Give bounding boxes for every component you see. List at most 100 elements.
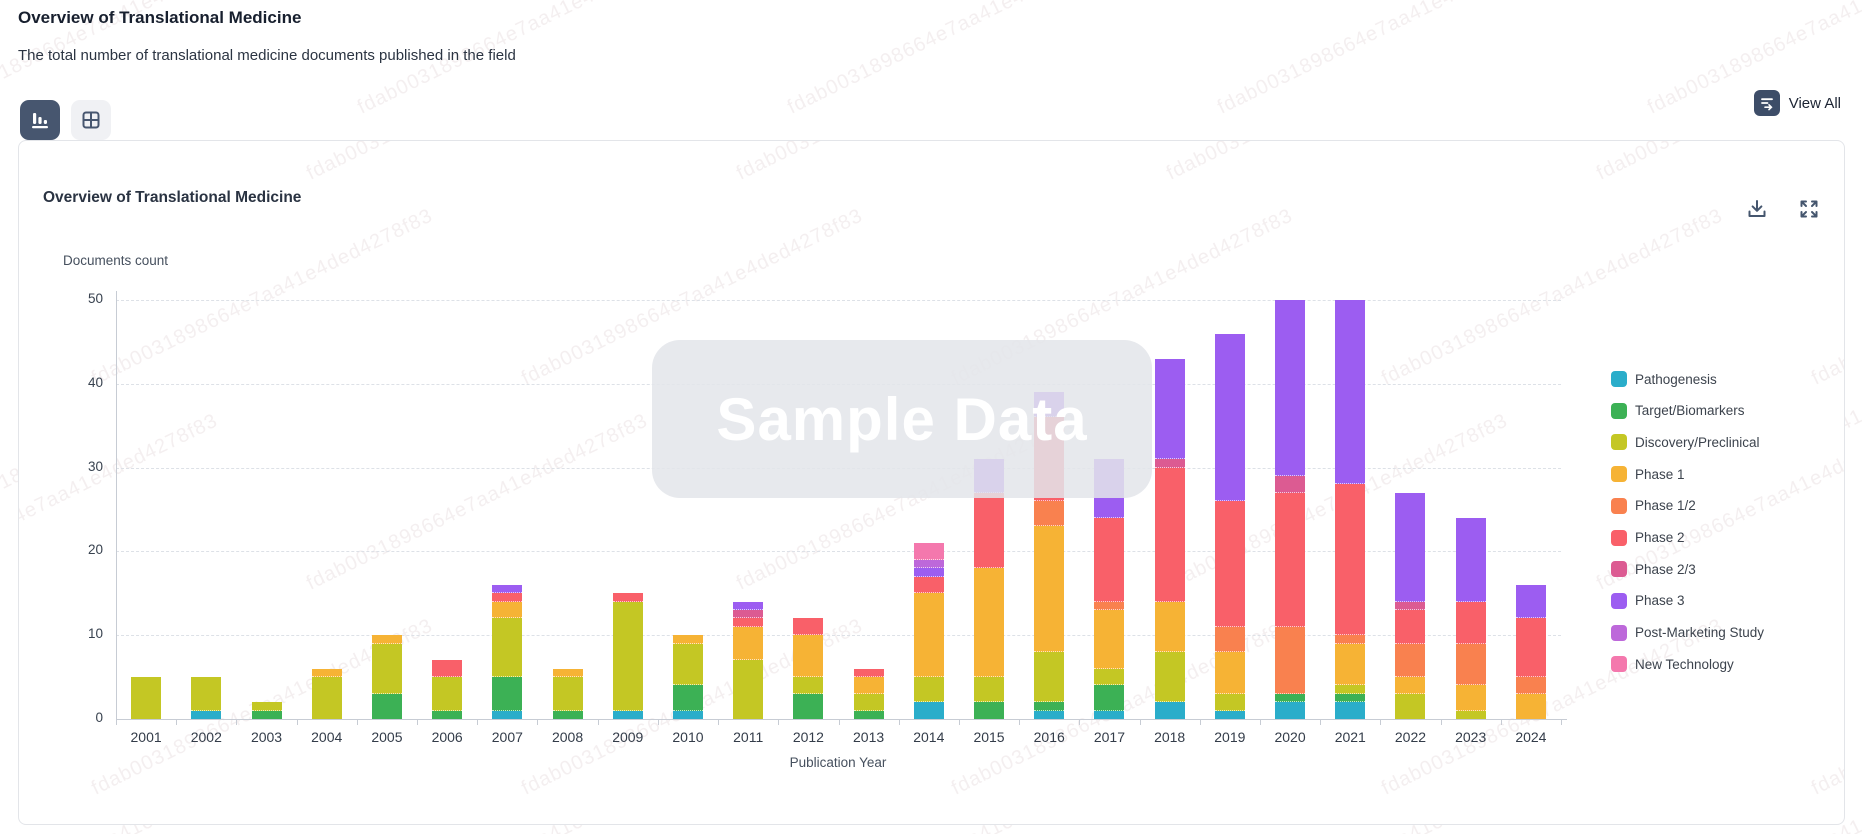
bar-2017[interactable] (1094, 459, 1125, 719)
bar-segment[interactable] (1455, 685, 1486, 711)
bar-segment[interactable] (1515, 693, 1546, 719)
bar-segment[interactable] (1275, 492, 1306, 627)
bar-segment[interactable] (492, 710, 523, 719)
bar-segment[interactable] (974, 702, 1005, 719)
bar-segment[interactable] (1154, 467, 1185, 602)
bar-segment[interactable] (432, 677, 463, 711)
bar-segment[interactable] (1395, 610, 1426, 644)
bar-segment[interactable] (251, 702, 282, 711)
bar-segment[interactable] (853, 677, 884, 694)
bar-segment[interactable] (1094, 685, 1125, 711)
bar-segment[interactable] (733, 601, 764, 611)
bar-segment[interactable] (1094, 601, 1125, 611)
bar-segment[interactable] (1214, 651, 1245, 694)
table-view-toggle-button[interactable] (71, 100, 111, 140)
bar-segment[interactable] (1094, 610, 1125, 669)
bar-segment[interactable] (492, 584, 523, 594)
bar-segment[interactable] (793, 635, 824, 678)
bar-segment[interactable] (612, 710, 643, 719)
bar-segment[interactable] (793, 618, 824, 636)
bar-segment[interactable] (733, 618, 764, 627)
bar-segment[interactable] (371, 693, 402, 719)
bar-segment[interactable] (1395, 693, 1426, 719)
bar-segment[interactable] (974, 492, 1005, 569)
bar-segment[interactable] (311, 677, 342, 719)
bar-2020[interactable] (1275, 300, 1306, 719)
bar-segment[interactable] (733, 610, 764, 619)
bar-2007[interactable] (492, 584, 523, 719)
bar-segment[interactable] (1335, 635, 1366, 644)
bar-segment[interactable] (913, 576, 944, 594)
bar-segment[interactable] (432, 660, 463, 678)
bar-2022[interactable] (1395, 492, 1426, 719)
legend-item[interactable]: Phase 2/3 (1611, 560, 1696, 578)
bar-segment[interactable] (853, 693, 884, 711)
bar-2002[interactable] (191, 677, 222, 719)
bar-2010[interactable] (672, 635, 703, 719)
bar-2003[interactable] (251, 702, 282, 719)
bar-segment[interactable] (1214, 710, 1245, 719)
bar-2001[interactable] (131, 677, 162, 719)
legend-item[interactable]: Pathogenesis (1611, 370, 1717, 388)
bar-segment[interactable] (672, 710, 703, 719)
bar-segment[interactable] (1335, 685, 1366, 694)
bar-segment[interactable] (191, 677, 222, 711)
bar-segment[interactable] (1335, 484, 1366, 636)
bar-2023[interactable] (1455, 517, 1486, 719)
bar-2012[interactable] (793, 618, 824, 719)
legend-item[interactable]: Discovery/Preclinical (1611, 433, 1760, 451)
bar-segment[interactable] (974, 677, 1005, 703)
bar-segment[interactable] (612, 601, 643, 711)
bar-segment[interactable] (191, 710, 222, 719)
bar-segment[interactable] (1275, 626, 1306, 694)
bar-segment[interactable] (1214, 501, 1245, 627)
bar-2005[interactable] (371, 635, 402, 719)
bar-segment[interactable] (552, 677, 583, 711)
bar-segment[interactable] (1094, 668, 1125, 686)
bar-segment[interactable] (1455, 517, 1486, 602)
bar-segment[interactable] (492, 593, 523, 602)
bar-2019[interactable] (1214, 333, 1245, 719)
bar-segment[interactable] (1335, 693, 1366, 703)
bar-segment[interactable] (1395, 601, 1426, 611)
bar-segment[interactable] (913, 543, 944, 560)
bar-segment[interactable] (432, 710, 463, 719)
bar-segment[interactable] (1034, 501, 1065, 527)
legend-item[interactable]: Phase 1/2 (1611, 497, 1696, 515)
legend-item[interactable]: New Technology (1611, 655, 1734, 673)
bar-segment[interactable] (1515, 584, 1546, 619)
bar-segment[interactable] (371, 643, 402, 694)
bar-segment[interactable] (612, 593, 643, 602)
bar-2015[interactable] (974, 459, 1005, 719)
bar-segment[interactable] (853, 710, 884, 719)
view-all-button[interactable]: View All (1753, 88, 1841, 118)
bar-segment[interactable] (1154, 459, 1185, 468)
legend-item[interactable]: Target/Biomarkers (1611, 402, 1745, 420)
bar-segment[interactable] (1455, 710, 1486, 719)
bar-segment[interactable] (492, 677, 523, 711)
bar-segment[interactable] (913, 593, 944, 678)
bar-segment[interactable] (131, 677, 162, 719)
download-icon[interactable] (1744, 196, 1770, 222)
bar-segment[interactable] (1335, 300, 1366, 485)
bar-segment[interactable] (793, 693, 824, 719)
bar-segment[interactable] (1154, 651, 1185, 703)
expand-icon[interactable] (1796, 196, 1822, 222)
bar-2006[interactable] (432, 660, 463, 719)
bar-2004[interactable] (311, 668, 342, 719)
bar-2014[interactable] (913, 543, 944, 719)
chart-view-toggle-button[interactable] (20, 100, 60, 140)
bar-segment[interactable] (733, 626, 764, 661)
bar-segment[interactable] (913, 702, 944, 719)
bar-segment[interactable] (492, 618, 523, 678)
bar-segment[interactable] (1275, 475, 1306, 493)
bar-segment[interactable] (913, 677, 944, 703)
bar-segment[interactable] (311, 668, 342, 678)
bar-segment[interactable] (1455, 643, 1486, 686)
bar-segment[interactable] (1094, 517, 1125, 602)
bar-segment[interactable] (1034, 702, 1065, 711)
bar-2008[interactable] (552, 668, 583, 719)
bar-segment[interactable] (974, 568, 1005, 678)
bar-segment[interactable] (1275, 693, 1306, 703)
bar-2024[interactable] (1515, 584, 1546, 719)
